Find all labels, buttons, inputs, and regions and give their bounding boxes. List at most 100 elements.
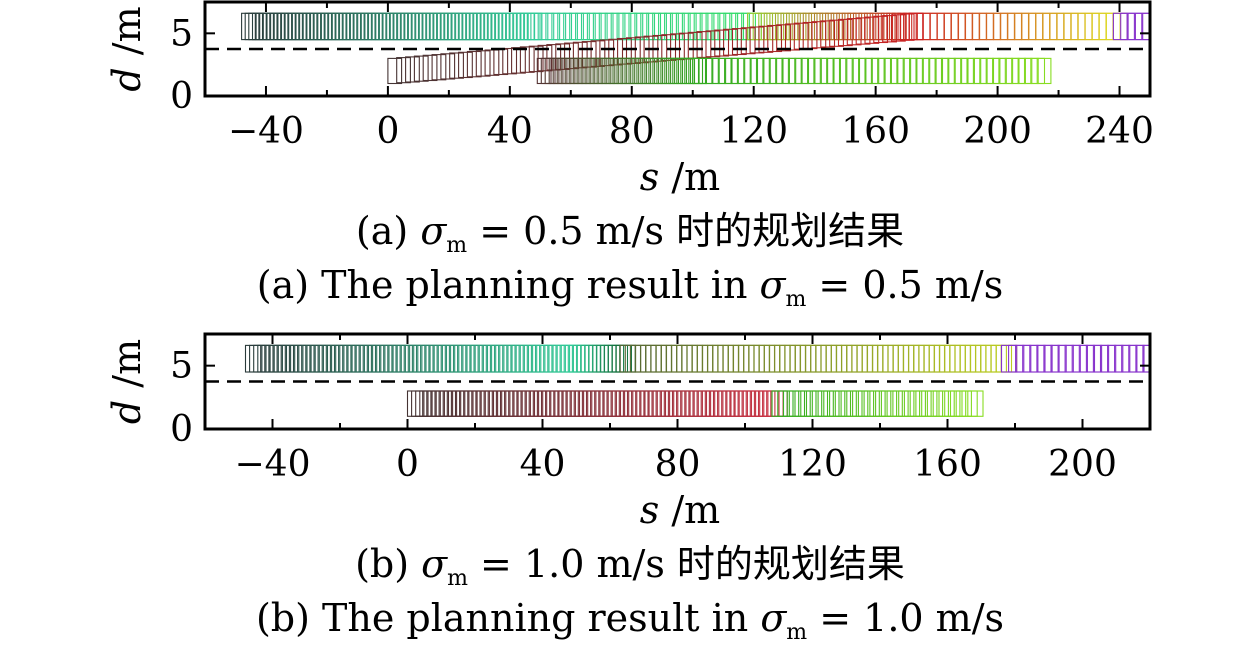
footprint-s4-48 — [603, 390, 620, 417]
footprint-s2-51 — [882, 344, 899, 373]
footprint-s0-65 — [511, 344, 528, 373]
footprint-s5-31 — [949, 390, 967, 417]
footprint-s4-18 — [480, 390, 497, 417]
footprint-s2-63 — [944, 344, 961, 373]
footprint-s2-21 — [727, 344, 745, 373]
footprint-s4-28 — [521, 390, 538, 417]
footprint-s4-59 — [648, 390, 665, 417]
footprint-s4-1 — [1120, 12, 1135, 41]
footprint-s4-26 — [513, 390, 530, 417]
footprint-s5-26 — [617, 37, 632, 65]
footprint-s4-22 — [497, 390, 514, 417]
x-tick-label: 200 — [1048, 444, 1117, 485]
footprint-s5-54 — [864, 16, 880, 44]
footprint-s0-20 — [326, 344, 344, 373]
footprint-s4-61 — [656, 390, 674, 417]
x-tick-label: 40 — [520, 444, 566, 485]
footprint-s0-12 — [294, 344, 311, 373]
footprint-s5-34 — [967, 390, 984, 417]
footprint-s0-3 — [257, 344, 274, 373]
footprint-s2-9 — [665, 344, 683, 373]
footprint-s5-23 — [903, 390, 921, 417]
footprint-s5-5 — [431, 54, 447, 81]
footprint-s0-9 — [281, 344, 299, 373]
footprint-s4-16 — [472, 390, 489, 417]
footprint-s4-23 — [501, 390, 518, 417]
footprint-s2-65 — [954, 344, 971, 373]
footprint-s4-40 — [570, 390, 588, 417]
footprint-s5-13 — [846, 390, 863, 417]
footprint-s5-0 — [387, 57, 403, 85]
footprint-s0-1 — [249, 344, 266, 373]
footprint-s2-23 — [738, 344, 755, 373]
footprint-s2-68 — [970, 344, 987, 373]
footprint-s4-85 — [755, 390, 772, 417]
footprint-s4-66 — [677, 390, 694, 417]
footprint-s2-53 — [892, 344, 910, 373]
footprint-s0-66 — [515, 344, 532, 373]
footprint-s4-4 — [423, 390, 440, 417]
caption-en: (b) The planning result in σm = 1.0 m/s — [256, 596, 1004, 645]
footprint-s0-71 — [536, 344, 553, 373]
footprint-s2-17 — [707, 344, 724, 373]
footprint-s2-33 — [789, 344, 806, 373]
footprint-s4-71 — [697, 390, 715, 417]
caption-cn: (b) σm = 1.0 m/s 时的规划结果 — [355, 542, 905, 591]
footprint-s5-43 — [767, 24, 783, 53]
footprint-s0-23 — [339, 344, 356, 373]
footprint-s4-60 — [652, 390, 669, 417]
x-axis-label: s /m — [640, 155, 720, 199]
footprint-s4-14 — [464, 390, 481, 417]
footprint-s2-30 — [774, 344, 791, 373]
footprint-s0-50 — [450, 344, 467, 373]
footprint-s5-33 — [961, 390, 978, 417]
footprint-s0-60 — [491, 344, 508, 373]
x-tick-label: 240 — [1085, 111, 1154, 152]
footprint-s4-19 — [484, 390, 502, 417]
footprint-s4-51 — [615, 390, 633, 417]
footprint-s2-40 — [825, 344, 843, 373]
footprint-s5-51 — [837, 18, 853, 47]
footprint-s2-35 — [799, 344, 817, 373]
x-tick-label: 80 — [655, 444, 701, 485]
footprint-s2-28 — [763, 344, 781, 373]
footprint-s0-5 — [265, 344, 282, 373]
footprint-s2-39 — [820, 344, 837, 373]
y-tick-label: 0 — [170, 76, 193, 117]
footprint-s4-21 — [492, 390, 510, 417]
footprint-s2-16 — [702, 344, 719, 373]
footprint-s0-28 — [359, 344, 377, 373]
footprint-s2-37 — [810, 344, 827, 373]
footprint-s0-49 — [445, 344, 463, 373]
x-tick-label: −40 — [228, 111, 304, 152]
footprint-s5-5 — [800, 390, 817, 417]
footprint-s0-53 — [462, 344, 479, 373]
footprint-s5-12 — [840, 390, 857, 417]
footprint-s2-2 — [629, 344, 647, 373]
footprint-s5-13 — [502, 47, 518, 75]
footprint-s4-29 — [525, 390, 543, 417]
x-tick-label: 0 — [396, 444, 419, 485]
footprint-s0-63 — [503, 344, 520, 373]
footprint-s2-3 — [635, 344, 652, 373]
footprint-s2-12 — [681, 344, 698, 373]
footprint-s4-81 — [738, 390, 755, 417]
footprint-s5-27 — [926, 390, 944, 417]
footprint-s0-34 — [384, 344, 401, 373]
footprint-s0-15 — [306, 344, 323, 373]
footprint-s4-70 — [693, 390, 710, 417]
footprint-s0-22 — [335, 344, 352, 373]
footprint-s4-80 — [734, 390, 751, 417]
footprint-s0-29 — [363, 344, 381, 373]
footprint-s5-29 — [938, 390, 955, 417]
footprint-s0-74 — [548, 344, 565, 373]
footprint-s4-53 — [624, 390, 641, 417]
footprint-s0-32 — [376, 344, 393, 373]
footprint-s5-21 — [892, 390, 909, 417]
footprint-s0-70 — [532, 344, 549, 373]
footprint-s4-0 — [406, 390, 424, 417]
footprint-s2-4 — [640, 344, 657, 373]
footprint-s0-19 — [322, 344, 340, 373]
footprint-s2-27 — [758, 344, 776, 373]
footprint-s4-25 — [509, 390, 526, 417]
